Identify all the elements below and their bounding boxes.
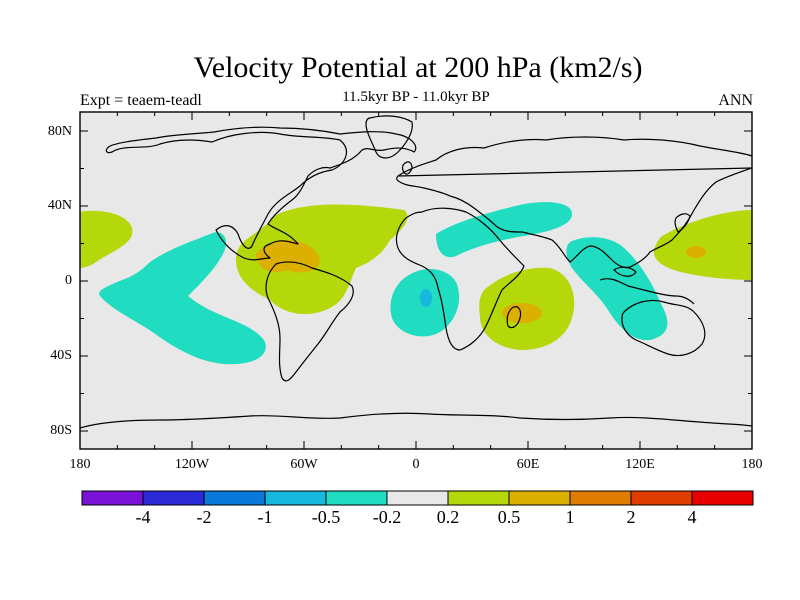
- season-label: ANN: [718, 92, 753, 109]
- colorbar-swatch: [81, 490, 144, 506]
- lon-tick-label: 0: [412, 457, 420, 472]
- lon-tick-label: 120W: [174, 457, 210, 472]
- colorbar-level-label: 0.2: [436, 507, 460, 527]
- contour-region-pos-atlantic: [235, 204, 408, 315]
- colorbar-level-label: -4: [135, 507, 151, 527]
- lat-tick-label: 40N: [47, 198, 72, 213]
- coastline-japan: [674, 213, 691, 233]
- contour-region-orange-west-pacific: [686, 246, 706, 258]
- lat-tick-label: 80N: [47, 124, 72, 139]
- coastline-indonesia: [599, 266, 695, 305]
- coastline-north-america: [105, 126, 417, 261]
- lat-tick-label: 0: [65, 273, 72, 288]
- colorbar-level-label: -1: [257, 507, 273, 527]
- colorbar-swatch: [264, 490, 327, 506]
- colorbar-level-label: 4: [687, 507, 697, 527]
- contour-region-neg-maritime-continent: [566, 237, 668, 341]
- colorbar-level-label: -2: [196, 507, 212, 527]
- colorbar-swatch: [386, 490, 449, 506]
- colorbar: [81, 490, 754, 506]
- colorbar-level-label: 0.5: [497, 507, 521, 527]
- lat-tick-label: 40S: [50, 348, 72, 363]
- colorbar-swatch: [691, 490, 754, 506]
- coastlines: [80, 115, 752, 429]
- lon-tick-label: 180: [741, 457, 763, 472]
- coastline-africa: [395, 207, 525, 351]
- colorbar-level-label: 2: [626, 507, 636, 527]
- coastline-europe-asia: [396, 136, 752, 269]
- contour-fills: [80, 202, 752, 365]
- colorbar-level-label: -0.5: [311, 507, 341, 527]
- colorbar-swatch: [203, 490, 266, 506]
- coastline-south-america: [265, 261, 354, 382]
- coastline-australia: [621, 299, 706, 357]
- experiment-label: Expt = teaem-teadl: [80, 92, 202, 109]
- contour-region-pos-dateline-west: [80, 210, 133, 268]
- colorbar-level-label: -0.2: [372, 507, 402, 527]
- subtitle: 11.5kyr BP - 11.0kyr BP: [342, 89, 490, 105]
- lon-tick-label: 120E: [625, 457, 655, 472]
- colorbar-level-label: 1: [565, 507, 575, 527]
- contour-region-pos-west-pacific: [653, 210, 752, 280]
- axis-ticks: [79, 112, 753, 449]
- colorbar-swatch: [508, 490, 571, 506]
- contour-region-neg-pacific: [99, 232, 266, 365]
- coastline-madagascar: [506, 306, 522, 329]
- colorbar-swatch: [142, 490, 205, 506]
- colorbar-swatch: [630, 490, 693, 506]
- lon-tick-label: 60W: [290, 457, 318, 472]
- colorbar-swatch: [447, 490, 510, 506]
- coastline-greenland: [365, 115, 413, 159]
- colorbar-swatch: [569, 490, 632, 506]
- lon-tick-label: 60E: [516, 457, 540, 472]
- coastline-british-isles: [401, 161, 413, 175]
- colorbar-swatch: [325, 490, 388, 506]
- lat-tick-label: 80S: [50, 423, 72, 438]
- contour-region-blue-south-atlantic: [420, 289, 432, 307]
- coastline-antarctica: [80, 412, 752, 429]
- lon-tick-label: 180: [69, 457, 91, 472]
- page-title: Velocity Potential at 200 hPa (km2/s): [193, 51, 643, 84]
